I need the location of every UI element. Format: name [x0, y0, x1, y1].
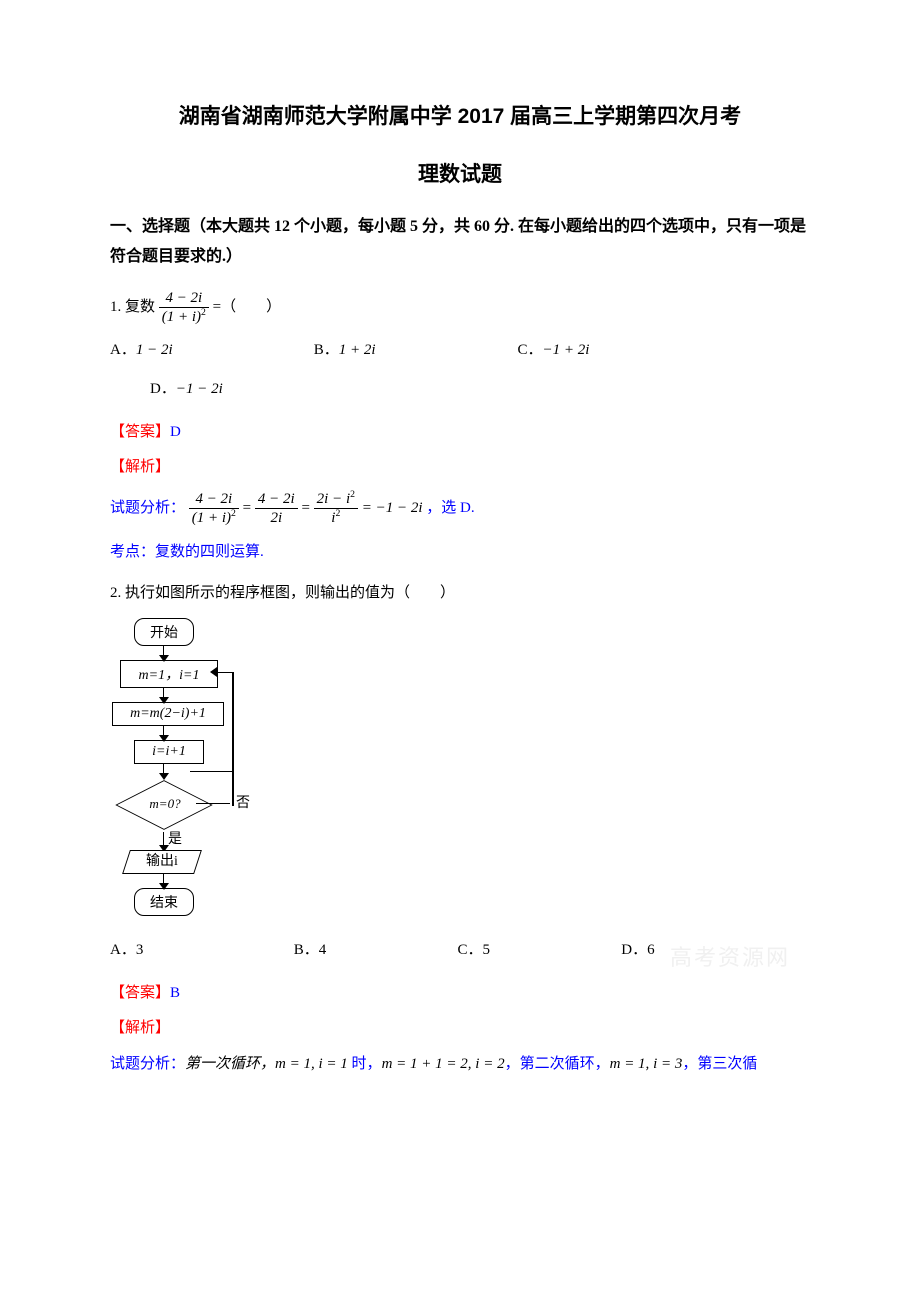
q1-stem: 1. 复数 4 − 2i (1 + i)2 =（ ）: [110, 289, 810, 326]
q1-opt-d: D．−1 − 2i: [150, 373, 223, 406]
fc-inc: i=i+1: [134, 740, 204, 764]
fc-yes-label: 是: [168, 828, 182, 848]
fc-arrow-2: [163, 688, 164, 702]
q1-step1: 4 − 2i (1 + i)2: [189, 490, 239, 527]
q1-opt-b: B．1 + 2i: [314, 334, 514, 367]
fc-step: m=m(2−i)+1: [112, 702, 224, 726]
fc-no-label: 否: [236, 792, 250, 812]
q1-topic: 考点：复数的四则运算.: [110, 539, 810, 566]
q1-prefix: 1. 复数: [110, 299, 155, 315]
fc-arrow-5: [163, 832, 164, 850]
exam-title-line1: 湖南省湖南师范大学附属中学 2017 届高三上学期第四次月考: [110, 100, 810, 130]
q2-options: A．3 B．4 C．5 D．6: [110, 934, 810, 967]
q2-flowchart: 开始 m=1，i=1 m=m(2−i)+1 i=i+1 m=0? 否 是: [134, 618, 810, 916]
q1-opt-c: C．−1 + 2i: [518, 334, 718, 367]
q1-step2: 4 − 2i 2i: [255, 490, 298, 527]
q1-options: A．1 − 2i B．1 + 2i C．−1 + 2i D．−1 − 2i: [110, 334, 810, 406]
fc-cond: m=0? 否 是: [132, 778, 252, 832]
fc-arrow-4: [163, 764, 164, 778]
q2-opt-d: D．6: [621, 934, 654, 967]
q1-explain-label: 【解析】: [110, 455, 810, 476]
q2-answer: 【答案】B: [110, 981, 810, 1002]
q1-opt-a: A．1 − 2i: [110, 334, 310, 367]
q2-analysis: 试题分析：第一次循环，m = 1, i = 1 时，m = 1 + 1 = 2,…: [110, 1051, 810, 1078]
page-container: 湖南省湖南师范大学附属中学 2017 届高三上学期第四次月考 理数试题 一、选择…: [0, 0, 920, 1150]
q2-explain-label: 【解析】: [110, 1016, 810, 1037]
section-header: 一、选择题（本大题共 12 个小题，每小题 5 分，共 60 分. 在每小题给出…: [110, 212, 810, 273]
fc-init: m=1，i=1: [120, 660, 218, 688]
q1-suffix: =（ ）: [213, 299, 281, 315]
q1-step3: 2i − i2 i2: [314, 490, 358, 527]
q2-opt-a: A．3: [110, 934, 290, 967]
fc-end: 结束: [134, 888, 194, 916]
q1-fraction: 4 − 2i (1 + i)2: [159, 289, 209, 326]
fc-arrow-3: [163, 726, 164, 740]
fc-start: 开始: [134, 618, 194, 646]
fc-loop-arrowhead: [210, 667, 217, 677]
q2-stem: 2. 执行如图所示的程序框图，则输出的值为（ ）: [110, 578, 810, 608]
fc-arrow-1: [163, 646, 164, 660]
q2-opt-c: C．5: [458, 934, 618, 967]
exam-title-line2: 理数试题: [110, 158, 810, 188]
fc-arrow-6: [163, 874, 164, 888]
q1-answer: 【答案】D: [110, 420, 810, 441]
fc-loop-bottom: [190, 771, 232, 773]
q2-opt-b: B．4: [294, 934, 454, 967]
q1-analysis: 试题分析： 4 − 2i (1 + i)2 = 4 − 2i 2i = 2i −…: [110, 490, 810, 527]
fc-no-line: [196, 803, 230, 805]
fc-output: 输出i: [130, 850, 200, 874]
